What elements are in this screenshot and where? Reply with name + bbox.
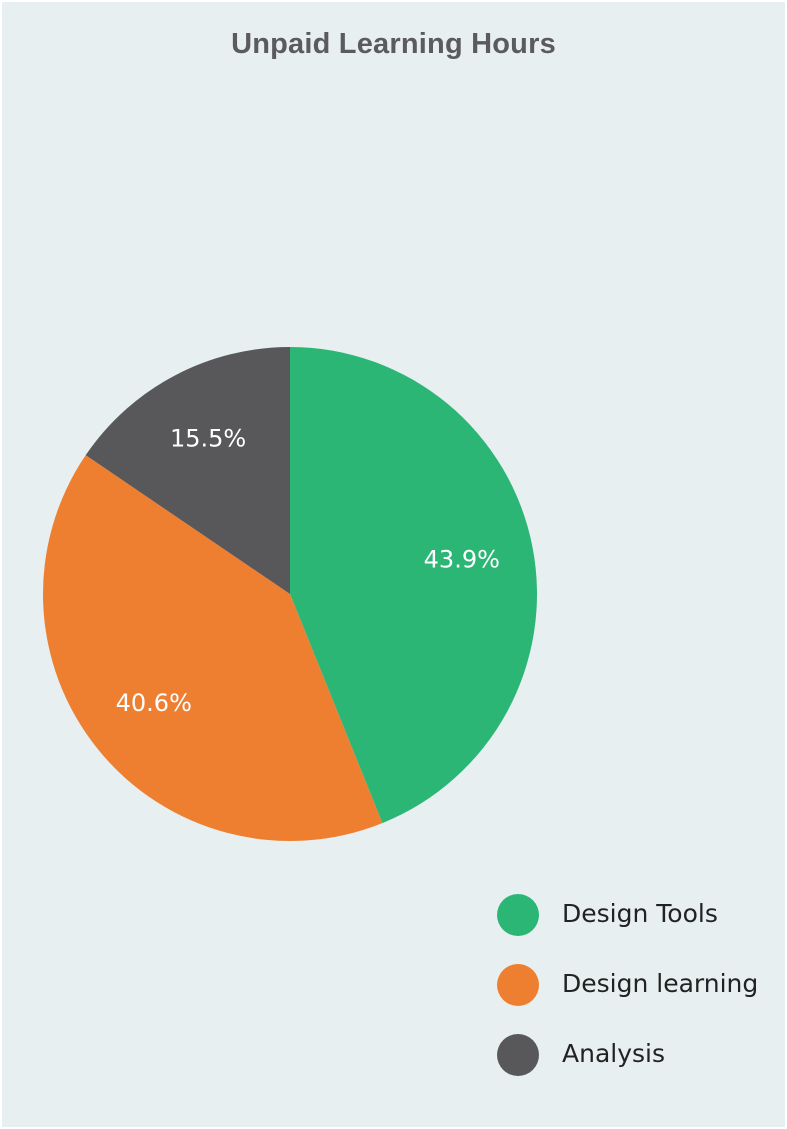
pie-labels: 43.9% 40.6% 15.5% [116, 424, 500, 717]
legend: Design Tools Design learning Analysis [497, 894, 758, 1076]
pie-slice-analysis [85, 347, 291, 594]
legend-swatch [497, 894, 539, 936]
pie-slice-design-tools [290, 347, 538, 824]
legend-label: Design Tools [562, 899, 718, 928]
legend-label: Analysis [562, 1039, 665, 1068]
pie-slice-design-learning [42, 455, 383, 842]
legend-label: Design learning [562, 969, 758, 998]
slice-data-label: 43.9% [424, 546, 500, 574]
legend-swatch [497, 1034, 539, 1076]
chart-title: Unpaid Learning Hours [231, 28, 556, 60]
pie-slices [42, 347, 538, 842]
slice-data-label: 40.6% [116, 689, 192, 717]
legend-swatch [497, 964, 539, 1006]
slice-data-label: 15.5% [170, 424, 246, 452]
